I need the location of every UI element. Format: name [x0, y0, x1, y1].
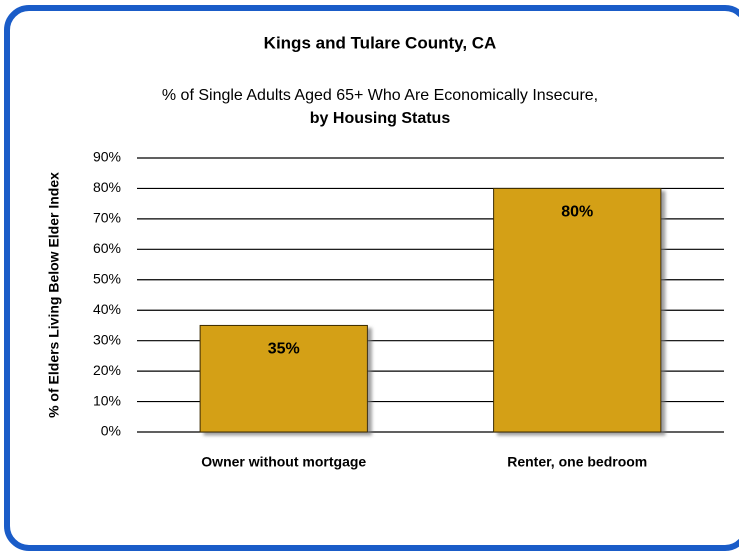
y-tick-label: 60% [93, 240, 121, 256]
y-tick-label: 90% [93, 149, 121, 165]
y-tick-label: 50% [93, 270, 121, 286]
x-tick-label: Renter, one bedroom [507, 454, 647, 470]
y-tick-label: 20% [93, 362, 121, 378]
bar [493, 187, 662, 433]
y-tick-label: 0% [101, 423, 121, 439]
subtitle: by Housing Status [310, 110, 451, 127]
value-label: 80% [561, 204, 593, 221]
subtitle: % of Single Adults Aged 65+ Who Are Econ… [162, 87, 598, 104]
y-tick-label: 40% [93, 301, 121, 317]
chart-title: Kings and Tulare County, CA [264, 33, 497, 52]
x-tick-label: Owner without mortgage [201, 454, 366, 470]
y-tick-label: 80% [93, 179, 121, 195]
y-tick-label: 10% [93, 392, 121, 408]
bar [199, 324, 368, 433]
value-label: 35% [268, 341, 300, 358]
y-tick-label: 70% [93, 210, 121, 226]
y-tick-label: 30% [93, 331, 121, 347]
y-axis-label: % of Elders Living Below Elder Index [46, 172, 62, 418]
